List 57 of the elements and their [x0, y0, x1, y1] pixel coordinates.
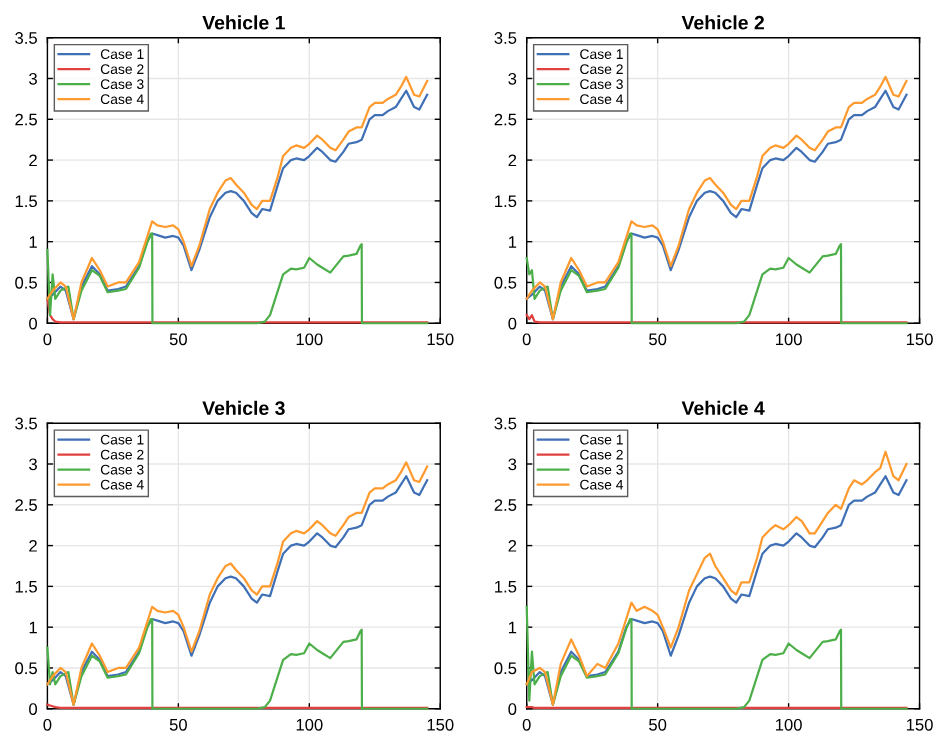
y-tick-label: 3.5	[15, 417, 37, 430]
y-tick-label: 2.5	[15, 499, 37, 511]
y-tick-label: 0.5	[15, 662, 37, 675]
y-tick-label: 1	[29, 236, 37, 248]
chart-title: Vehicle 2	[681, 15, 764, 30]
y-tick-label: 2.5	[494, 113, 517, 126]
y-tick-label: 0.5	[15, 276, 37, 289]
line-series	[525, 605, 908, 710]
y-tick-label: 1	[508, 621, 517, 634]
x-tick-label: 0	[43, 333, 52, 346]
y-tick-label: 1.5	[495, 580, 517, 593]
y-tick-label: 0	[508, 317, 517, 330]
y-tick-label: 1	[29, 621, 37, 634]
chart-title: Vehicle 3	[202, 400, 285, 416]
x-tick-label: 150	[427, 333, 454, 346]
y-tick-label: 0	[29, 317, 38, 330]
y-tick-label: 3.5	[494, 32, 517, 44]
y-tick-label: 3.5	[15, 32, 37, 44]
y-tick-label: 2	[508, 539, 517, 552]
y-tick-label: 2.5	[494, 499, 517, 511]
x-tick-label: 0	[522, 718, 531, 731]
x-tick-label: 100	[296, 718, 323, 731]
x-tick-label: 100	[775, 333, 802, 346]
x-tick-label: 100	[775, 718, 802, 731]
y-tick-label: 1.5	[495, 195, 517, 208]
x-tick-label: 150	[906, 718, 933, 731]
y-tick-label: 3	[29, 458, 37, 471]
y-tick-label: 0.5	[494, 276, 517, 289]
x-tick-label: 150	[427, 718, 454, 731]
line-series	[46, 297, 429, 324]
x-tick-label: 0	[522, 333, 531, 346]
line-series	[46, 232, 429, 325]
x-tick-label: 150	[906, 333, 933, 346]
y-tick-label: 1.5	[15, 195, 37, 208]
y-tick-label: 2	[508, 154, 517, 167]
x-tick-label: 50	[649, 718, 667, 731]
y-tick-label: 3	[508, 72, 517, 85]
y-tick-label: 2	[29, 154, 37, 167]
x-tick-label: 0	[43, 718, 52, 731]
y-tick-label: 2	[29, 539, 37, 552]
x-tick-label: 100	[296, 333, 323, 346]
y-tick-label: 3	[508, 458, 517, 471]
y-tick-label: 0.5	[494, 662, 517, 675]
y-tick-label: 1.5	[15, 580, 37, 593]
y-tick-label: 0	[508, 703, 517, 715]
line-series	[525, 232, 908, 325]
line-series	[46, 617, 429, 710]
y-tick-label: 3.5	[494, 417, 517, 430]
chart-title: Vehicle 4	[681, 400, 765, 416]
y-tick-label: 0	[29, 703, 38, 715]
y-tick-label: 3	[29, 72, 37, 85]
x-tick-label: 50	[169, 718, 187, 731]
y-tick-label: 1	[508, 236, 517, 248]
x-tick-label: 50	[649, 333, 667, 346]
chart-title: Vehicle 1	[202, 15, 285, 30]
y-tick-label: 2.5	[15, 113, 37, 126]
x-tick-label: 50	[169, 333, 187, 346]
